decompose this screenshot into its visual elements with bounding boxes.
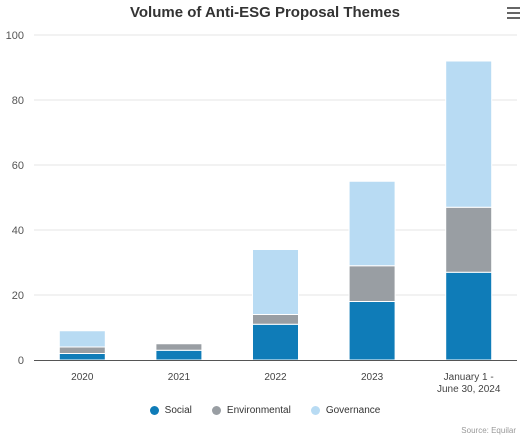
legend-label-environmental: Environmental (226, 405, 291, 416)
x-tick-label: January 1 -June 30, 2024 (437, 372, 501, 395)
chart-legend: Social Environmental Governance (0, 405, 530, 416)
legend-label-social: Social (164, 405, 192, 416)
x-tick-label-line: 2021 (168, 372, 191, 383)
bar-environmental-3 (348, 265, 396, 302)
legend-item-social[interactable]: Social (149, 405, 192, 416)
x-tick-label: 2023 (361, 372, 384, 383)
y-tick-label: 80 (12, 95, 24, 107)
x-tick-label: 2021 (168, 372, 191, 383)
bar-social-3 (348, 301, 396, 361)
legend-label-governance: Governance (325, 405, 381, 416)
bar-governance-4 (445, 60, 493, 208)
legend-swatch-governance (310, 406, 320, 415)
bar-environmental-1 (155, 343, 203, 351)
y-tick-label: 20 (12, 290, 24, 302)
bar-environmental-4 (445, 206, 493, 273)
chart-title: Volume of Anti-ESG Proposal Themes (129, 4, 401, 21)
y-tick-label: 40 (12, 225, 24, 237)
chart-canvas: 0 20 40 60 80 100 2020 2021 2022 2023 January 1 -J… (6, 30, 517, 395)
bar-governance-3 (348, 180, 396, 267)
legend-swatch-environmental (211, 406, 221, 415)
x-tick-label: 2020 (71, 372, 94, 383)
x-tick-label-line: January 1 - (444, 372, 494, 383)
bar-environmental-0 (58, 346, 106, 354)
bar-social-2 (252, 323, 299, 361)
y-tick-label: 0 (18, 355, 24, 367)
y-tick-label: 100 (6, 30, 24, 42)
x-tick-label-line: June 30, 2024 (437, 384, 501, 395)
bar-social-1 (155, 349, 203, 361)
source-note: Source: Equilar (461, 426, 516, 435)
bar-governance-0 (58, 330, 106, 348)
bar-governance-2 (252, 249, 299, 315)
x-tick-label: 2022 (264, 372, 287, 383)
y-tick-label: 60 (12, 160, 24, 172)
legend-item-governance[interactable]: Governance (310, 405, 381, 416)
hamburger-menu-icon[interactable] (507, 7, 520, 19)
legend-item-environmental[interactable]: Environmental (211, 405, 291, 416)
bar-social-4 (445, 271, 493, 361)
x-tick-label-line: 2020 (71, 372, 94, 383)
bar-social-0 (58, 353, 106, 361)
bar-environmental-2 (252, 314, 299, 325)
x-tick-label-line: 2022 (264, 372, 287, 383)
x-tick-label-line: 2023 (361, 372, 384, 383)
legend-swatch-social (149, 406, 159, 415)
